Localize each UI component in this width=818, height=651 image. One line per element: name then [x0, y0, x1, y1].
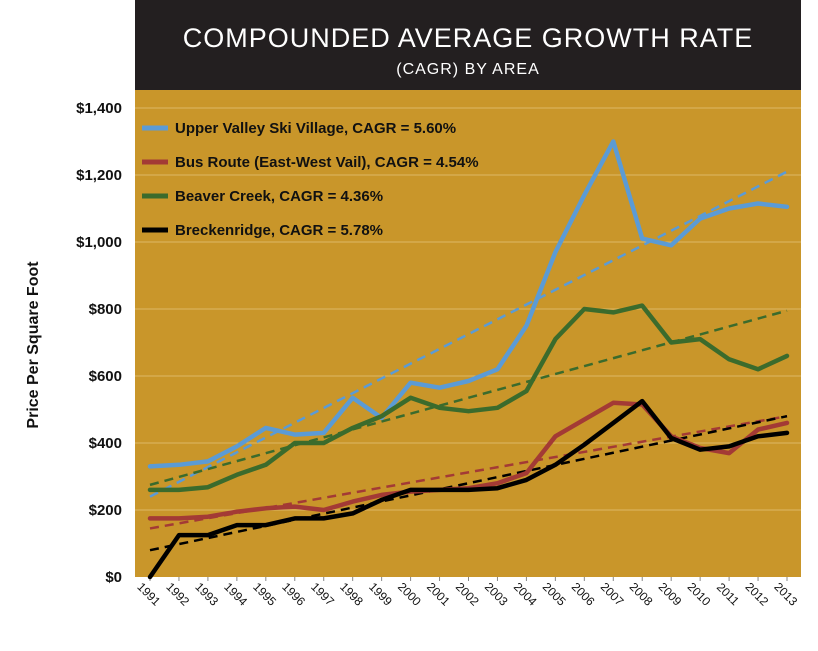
y-tick-label: $800 [89, 301, 122, 318]
x-tick-label: 2002 [453, 580, 482, 609]
series-line [147, 139, 790, 469]
series-lines [147, 139, 790, 580]
y-tick-label: $1,000 [76, 234, 122, 251]
plot-area [135, 90, 801, 577]
x-tick-label: 1999 [366, 580, 395, 609]
x-tick-label: 1995 [250, 580, 279, 609]
chart-title: COMPOUNDED AVERAGE GROWTH RATE [183, 23, 754, 53]
x-tick-label: 2005 [540, 580, 569, 609]
x-tick-label: 2007 [598, 580, 627, 609]
x-tick-label: 1996 [279, 580, 308, 609]
legend-label: Beaver Creek, CAGR = 4.36% [175, 188, 383, 205]
y-tick-label: $400 [89, 435, 122, 452]
y-tick-label: $0 [105, 569, 122, 586]
series-line [147, 398, 790, 580]
x-tick-label: 1998 [337, 580, 366, 609]
x-tick-label: 2013 [771, 580, 800, 609]
x-tick-label: 2011 [714, 580, 742, 608]
legend-label: Bus Route (East-West Vail), CAGR = 4.54% [175, 154, 479, 171]
x-tick-label: 2012 [742, 580, 771, 609]
legend-label: Breckenridge, CAGR = 5.78% [175, 222, 383, 239]
x-tick-label: 2009 [656, 580, 685, 609]
y-tick-label: $1,200 [76, 167, 122, 184]
x-tick-label: 2001 [424, 580, 453, 609]
legend-label: Upper Valley Ski Village, CAGR = 5.60% [175, 120, 456, 137]
y-tick-label: $200 [89, 502, 122, 519]
x-tick-label: 2000 [395, 580, 424, 609]
series-line [147, 303, 790, 493]
x-tick-label: 2008 [627, 580, 656, 609]
x-tick-label: 1997 [308, 580, 337, 609]
trend-line [149, 309, 788, 487]
y-tick-label: $600 [89, 368, 122, 385]
x-tick-label: 1991 [134, 580, 163, 609]
x-tick-label: 1993 [192, 580, 221, 609]
x-tick-label: 1994 [221, 580, 250, 609]
title-bar [135, 0, 801, 90]
legend: Upper Valley Ski Village, CAGR = 5.60% Bu… [142, 120, 479, 239]
x-tick-label: 2006 [569, 580, 598, 609]
y-tick-label: $1,400 [76, 100, 122, 117]
y-axis-label: Price Per Square Foot [25, 261, 42, 429]
y-tick-labels: $0 $200 $400 $600 $800 $1,000 $1,200 $1,400 [76, 100, 122, 586]
x-tick-labels: 1991 1992 1993 1994 1995 1996 1997 1998 1999 2000… [134, 577, 800, 609]
x-tick-label: 2010 [685, 580, 714, 609]
chart-subtitle: (CAGR) BY AREA [396, 61, 540, 78]
x-tick-label: 1992 [163, 580, 192, 609]
x-tick-label: 2003 [482, 580, 511, 609]
x-tick-label: 2004 [511, 580, 540, 609]
